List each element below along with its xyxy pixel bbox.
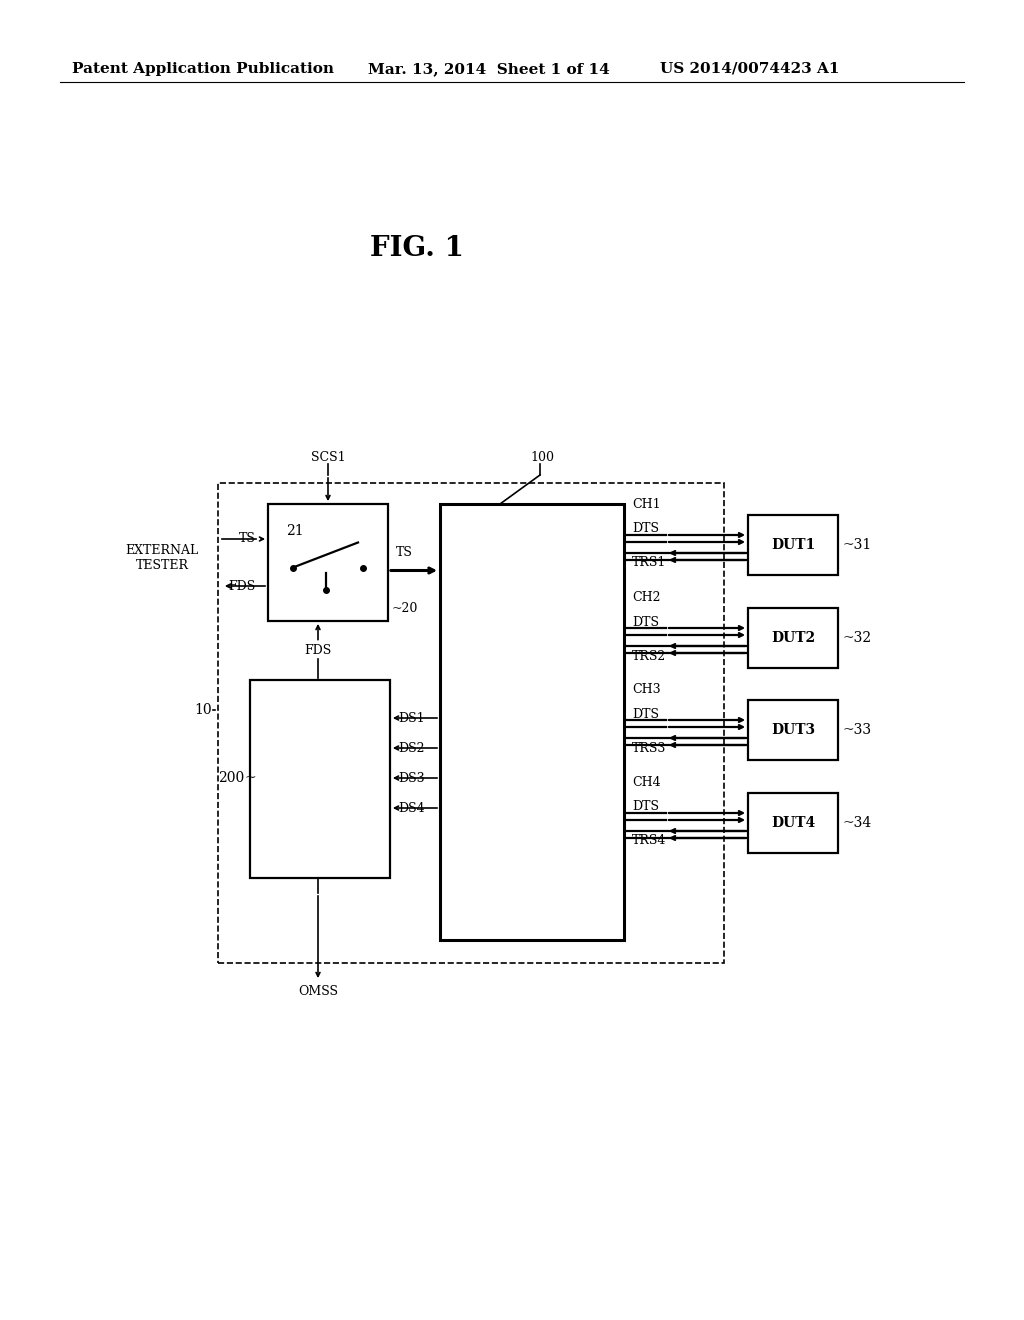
- Text: DTS: DTS: [632, 800, 659, 813]
- Text: CH4: CH4: [632, 776, 660, 789]
- Text: Patent Application Publication: Patent Application Publication: [72, 62, 334, 77]
- Text: DS3: DS3: [398, 771, 425, 784]
- Text: DUT2: DUT2: [771, 631, 815, 645]
- Bar: [250, 680, 390, 878]
- Text: ~31: ~31: [843, 539, 872, 552]
- Text: EXTERNAL
TESTER: EXTERNAL TESTER: [125, 544, 199, 572]
- Text: US 2014/0074423 A1: US 2014/0074423 A1: [660, 62, 840, 77]
- Bar: [748, 793, 838, 853]
- Text: DUT1: DUT1: [771, 539, 815, 552]
- Text: FIG. 1: FIG. 1: [370, 235, 464, 261]
- Text: DS2: DS2: [398, 742, 425, 755]
- Text: SCS1: SCS1: [310, 451, 345, 465]
- Text: TRS4: TRS4: [632, 834, 667, 847]
- Text: 21: 21: [286, 524, 304, 539]
- Text: ~: ~: [244, 771, 256, 785]
- Bar: [268, 504, 388, 620]
- Text: ~33: ~33: [843, 723, 872, 737]
- Text: FDS: FDS: [228, 579, 256, 593]
- Text: TS: TS: [396, 545, 413, 558]
- Text: DS4: DS4: [398, 801, 425, 814]
- Bar: [748, 609, 838, 668]
- Bar: [748, 515, 838, 576]
- Text: TS: TS: [240, 532, 256, 545]
- Text: 100: 100: [530, 451, 554, 465]
- Text: Mar. 13, 2014  Sheet 1 of 14: Mar. 13, 2014 Sheet 1 of 14: [368, 62, 609, 77]
- Text: DTS: DTS: [632, 708, 659, 721]
- Bar: [218, 483, 724, 964]
- Text: DTS: DTS: [632, 523, 659, 536]
- Text: TRS3: TRS3: [632, 742, 667, 755]
- Text: DS1: DS1: [398, 711, 425, 725]
- Text: TRS2: TRS2: [632, 649, 667, 663]
- Text: DUT4: DUT4: [771, 816, 815, 830]
- Bar: [440, 504, 624, 940]
- Text: TRS1: TRS1: [632, 557, 667, 569]
- Text: DUT3: DUT3: [771, 723, 815, 737]
- Text: 10: 10: [195, 704, 212, 717]
- Text: OMSS: OMSS: [298, 985, 338, 998]
- Text: DTS: DTS: [632, 615, 659, 628]
- Text: CH1: CH1: [632, 498, 660, 511]
- Text: CH3: CH3: [632, 682, 660, 696]
- Text: ~34: ~34: [843, 816, 872, 830]
- Text: ~32: ~32: [843, 631, 872, 645]
- Text: FDS: FDS: [304, 644, 332, 657]
- Text: 200: 200: [218, 771, 244, 785]
- Text: ~20: ~20: [392, 602, 419, 615]
- Text: CH2: CH2: [632, 591, 660, 605]
- Bar: [748, 700, 838, 760]
